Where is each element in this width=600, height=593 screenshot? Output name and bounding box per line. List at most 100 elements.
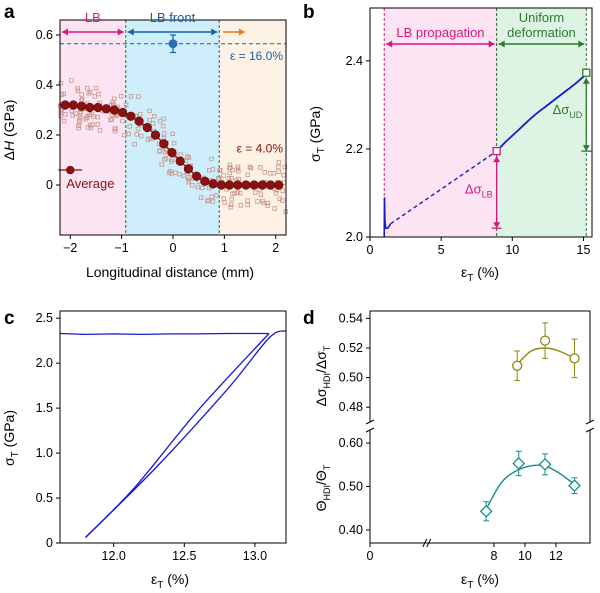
delta-ud-arrow-head-top: [582, 77, 590, 84]
a-ylabel-delta: Δ: [1, 151, 17, 160]
b-ytick-label-1: 2.2: [346, 142, 363, 156]
average-point-25: [265, 180, 276, 190]
average-point-24: [257, 180, 267, 190]
raw-point-74: [77, 118, 82, 123]
raw-point-184: [247, 164, 253, 170]
average-point-22: [241, 180, 251, 190]
c-axes-frame: [59, 310, 287, 544]
raw-point-204: [84, 113, 90, 119]
raw-point-136: [221, 196, 227, 201]
raw-point-192: [147, 108, 152, 114]
raw-point-20: [273, 191, 279, 196]
raw-point-219: [268, 171, 273, 176]
d-bot-ylabel-sub2: T: [322, 464, 332, 470]
raw-point-159: [185, 154, 190, 159]
a-ytick-label-3: 0.6: [36, 28, 53, 42]
front-arrow-head-left: [127, 28, 134, 36]
raw-point-203: [58, 113, 63, 119]
delta-lb-arrow-head-top: [493, 156, 501, 163]
raw-point-141: [109, 117, 114, 122]
c-xlabel-sub: T: [157, 580, 163, 591]
d-xlabel-sub: T: [467, 580, 473, 591]
marker-point-16: [168, 39, 178, 49]
raw-point-175: [235, 166, 241, 172]
raw-point-79: [108, 117, 113, 123]
average-point-4: [93, 102, 103, 113]
panel-b: 0 5 10 15 2.0 2.2 2.4 LB propagation Uniform d…: [307, 7, 593, 284]
b-xtick-label-1: 5: [438, 243, 445, 257]
region-band-lb: [384, 8, 497, 237]
d-top-frame: [369, 310, 591, 422]
raw-point-134: [228, 202, 234, 207]
average-point-26: [274, 180, 284, 190]
c-ytick-label-0: 0: [46, 536, 53, 550]
raw-point-218: [79, 97, 85, 102]
raw-point-135: [121, 132, 127, 138]
raw-point-26: [226, 176, 232, 181]
raw-point-166: [237, 190, 243, 196]
panel-label-c: c: [4, 308, 15, 329]
panel-label-d: d: [303, 308, 315, 329]
raw-point-50: [76, 125, 81, 131]
raw-point-209: [58, 108, 63, 114]
d-bot-point-2: [538, 457, 552, 471]
d-bot-fit: [485, 464, 575, 510]
d-top-fit: [516, 347, 575, 365]
strain-label-16: ε = 16.0%: [230, 49, 283, 63]
c-x-axis-label: εT (%): [151, 571, 189, 591]
raw-point-87: [221, 173, 226, 178]
raw-point-10: [209, 194, 215, 200]
panel-d: 0.480.500.520.540.400.500.600 8 10 12 εT (%…: [313, 310, 595, 591]
d-xtick-label-3: 12: [549, 549, 563, 563]
raw-point-148: [58, 80, 64, 86]
raw-point-122: [77, 115, 83, 120]
lb-arrow-head-right: [117, 28, 124, 36]
c-xtick-label-1: 12.5: [172, 549, 196, 563]
raw-point-227: [171, 140, 177, 146]
c-ytick-label-3: 1.5: [36, 401, 53, 415]
raw-point-138: [61, 91, 66, 96]
raw-point-49: [139, 133, 144, 139]
raw-point-150: [112, 96, 117, 102]
raw-point-72: [245, 198, 250, 203]
raw-point-168: [272, 206, 277, 211]
a-xtick-label-2: 0: [170, 241, 177, 255]
raw-point-7: [69, 78, 74, 83]
lb-arrow-head-left: [62, 28, 68, 36]
d-top-ytick-label-1: 0.50: [339, 371, 363, 385]
raw-point-221: [228, 204, 233, 210]
raw-point-88: [120, 118, 125, 124]
raw-point-76: [132, 141, 137, 147]
d-bot-point-3: [568, 479, 581, 493]
delta-sigma-lb-label: ΔσLB: [465, 182, 493, 200]
raw-point-206: [230, 191, 235, 197]
raw-point-96: [195, 184, 201, 190]
b-xlabel-unit: (%): [473, 264, 499, 280]
raw-point-39: [245, 172, 250, 178]
raw-point-217: [230, 167, 235, 173]
raw-point-102: [136, 94, 141, 99]
region-label-uniform: Uniform: [519, 10, 565, 25]
average-point-11: [150, 130, 161, 140]
raw-point-179: [95, 114, 101, 120]
raw-point-84: [258, 165, 263, 170]
raw-point-171: [216, 176, 222, 181]
raw-point-17: [205, 198, 210, 204]
d-axis-break-0: [365, 419, 375, 425]
c-xtick-label-2: 13.0: [243, 549, 267, 563]
c-curve-plateau: [59, 332, 269, 336]
d-xaxis-break-0: [422, 538, 428, 548]
raw-point-100: [258, 192, 263, 197]
average-point-14: [175, 156, 185, 166]
raw-point-154: [61, 118, 67, 124]
d-top-ylabel-sub2: T: [322, 345, 332, 351]
b-x-axis-label: εT (%): [461, 264, 499, 284]
a-ylabel-unit: (GPa): [1, 100, 17, 141]
a-xtick-label-3: 1: [221, 241, 228, 255]
raw-point-25: [276, 160, 282, 165]
raw-point-226: [214, 193, 219, 198]
raw-point-123: [90, 122, 95, 127]
raw-point-225: [217, 168, 223, 173]
c-xlabel-main: ε: [151, 571, 157, 587]
